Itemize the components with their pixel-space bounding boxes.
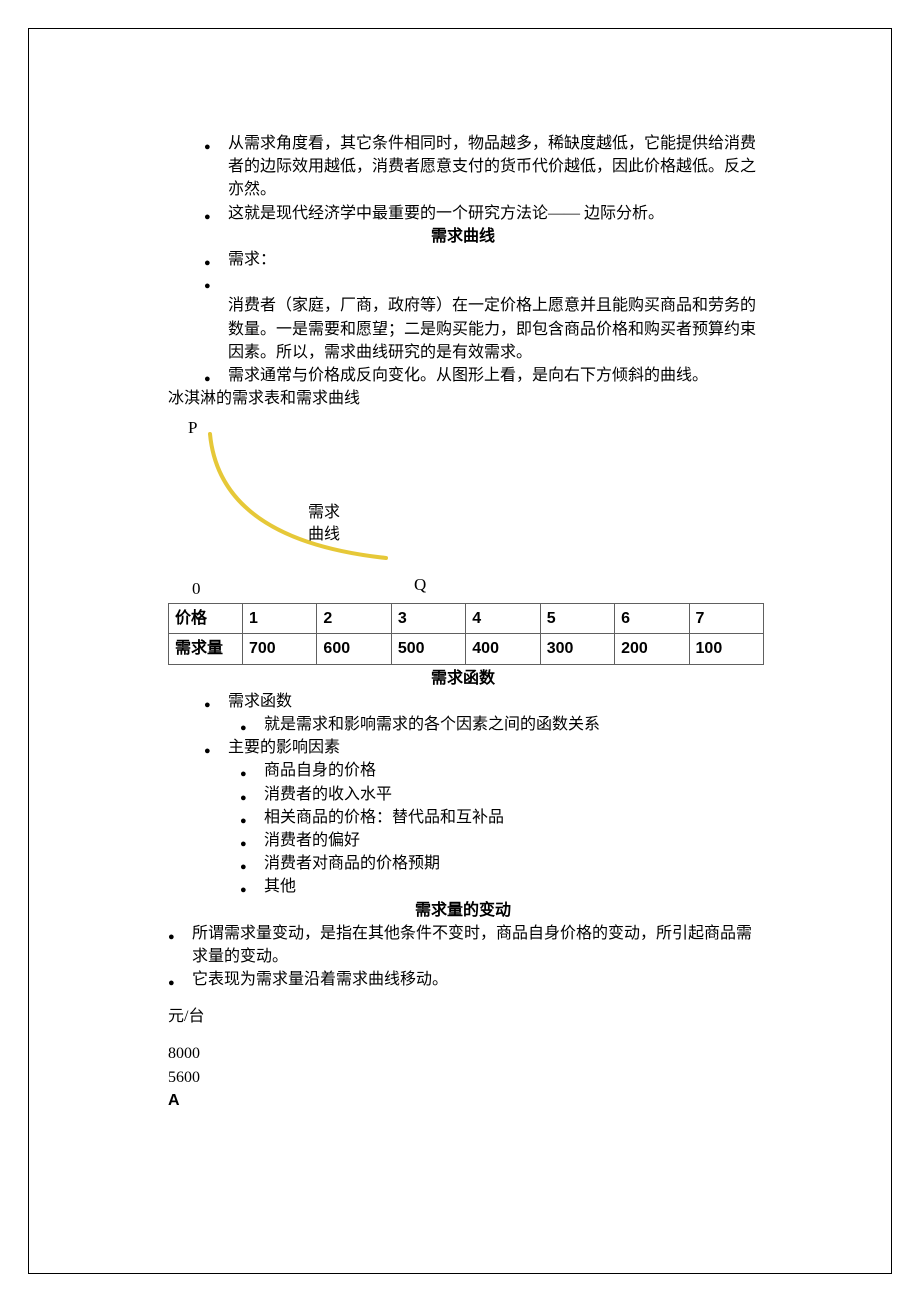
- bullet-dot-icon: [240, 831, 264, 854]
- bullet-text: 消费者对商品的价格预期: [264, 852, 758, 875]
- bullet-text: 其他: [264, 875, 758, 898]
- table-cell: 6: [615, 604, 689, 634]
- bullet-dot-icon: [204, 366, 228, 389]
- section-title-qty-change: 需求量的变动: [168, 899, 758, 922]
- bullet-text: 就是需求和影响需求的各个因素之间的函数关系: [264, 713, 758, 736]
- bullet-item-empty: [204, 271, 758, 294]
- table-cell: 200: [615, 634, 689, 664]
- bullet-item: 从需求角度看，其它条件相同时，物品越多，稀缺度越低，它能提供给消费者的边际效用越…: [204, 132, 758, 202]
- bullet-item: 消费者对商品的价格预期: [240, 852, 758, 875]
- table-cell: 7: [689, 604, 763, 634]
- curve-label-line1: 需求: [308, 504, 340, 521]
- bullet-text: 它表现为需求量沿着需求曲线移动。: [192, 968, 758, 991]
- bullet-item: 主要的影响因素: [204, 736, 758, 759]
- bullet-item: 需求：: [204, 248, 758, 271]
- table-cell: 5: [540, 604, 614, 634]
- table-cell: 2: [317, 604, 391, 634]
- curve-label: 需求 曲线: [308, 502, 340, 545]
- bullet-dot-icon: [240, 854, 264, 877]
- bullet-item: 相关商品的价格：替代品和互补品: [240, 806, 758, 829]
- curve-label-line2: 曲线: [308, 526, 340, 543]
- row-header-qty: 需求量: [169, 634, 243, 664]
- bullet-dot-icon: [240, 761, 264, 784]
- label-a: A: [168, 1089, 758, 1112]
- table-cell: 1: [243, 604, 317, 634]
- value-line: 8000: [168, 1042, 758, 1065]
- bullet-item: 所谓需求量变动，是指在其他条件不变时，商品自身价格的变动，所引起商品需求量的变动…: [168, 922, 758, 968]
- curve-svg: [196, 430, 406, 580]
- bullet-dot-icon: [204, 738, 228, 761]
- table-cell: 500: [391, 634, 465, 664]
- bullet-item: 需求通常与价格成反向变化。从图形上看，是向右下方倾斜的曲线。: [204, 364, 758, 387]
- bullet-text: 所谓需求量变动，是指在其他条件不变时，商品自身价格的变动，所引起商品需求量的变动…: [192, 922, 758, 968]
- table-cell: 4: [466, 604, 540, 634]
- axis-origin: 0: [192, 577, 201, 602]
- bullet-text: 消费者的收入水平: [264, 783, 758, 806]
- unit-label: 元/台: [168, 1005, 758, 1028]
- bullet-text: 主要的影响因素: [228, 736, 758, 759]
- bullet-dot-icon: [240, 715, 264, 738]
- bullet-item: 它表现为需求量沿着需求曲线移动。: [168, 968, 758, 991]
- table-row: 价格 1 2 3 4 5 6 7: [169, 604, 764, 634]
- bullet-item: 消费者的偏好: [240, 829, 758, 852]
- bullet-text: 需求：: [228, 248, 758, 271]
- bullet-item: 这就是现代经济学中最重要的一个研究方法论—— 边际分析。: [204, 202, 758, 225]
- bullet-dot-icon: [240, 785, 264, 808]
- bullet-dot-icon: [168, 924, 192, 947]
- value-line: 5600: [168, 1066, 758, 1089]
- bullet-text: 从需求角度看，其它条件相同时，物品越多，稀缺度越低，它能提供给消费者的边际效用越…: [228, 132, 758, 202]
- table-cell: 700: [243, 634, 317, 664]
- table-cell: 3: [391, 604, 465, 634]
- bullet-text: 消费者的偏好: [264, 829, 758, 852]
- table-row: 需求量 700 600 500 400 300 200 100: [169, 634, 764, 664]
- bullet-item: 商品自身的价格: [240, 759, 758, 782]
- bullet-item: 消费者的收入水平: [240, 783, 758, 806]
- table-cell: 400: [466, 634, 540, 664]
- section-title-demand-curve: 需求曲线: [168, 225, 758, 248]
- bullet-text: 需求通常与价格成反向变化。从图形上看，是向右下方倾斜的曲线。: [228, 364, 758, 387]
- paragraph: 冰淇淋的需求表和需求曲线: [168, 387, 758, 410]
- demand-schedule-table: 价格 1 2 3 4 5 6 7 需求量 700 600 500 400 300…: [168, 603, 764, 664]
- document-content: 从需求角度看，其它条件相同时，物品越多，稀缺度越低，它能提供给消费者的边际效用越…: [168, 132, 758, 1112]
- bullet-dot-icon: [204, 204, 228, 227]
- bullet-dot-icon: [204, 134, 228, 157]
- bullet-dot-icon: [204, 250, 228, 273]
- bullet-text: 相关商品的价格：替代品和互补品: [264, 806, 758, 829]
- bullet-dot-icon: [240, 808, 264, 831]
- bullet-dot-icon: [240, 877, 264, 900]
- table-cell: 300: [540, 634, 614, 664]
- bullet-text: 这就是现代经济学中最重要的一个研究方法论—— 边际分析。: [228, 202, 758, 225]
- bullet-item: 其他: [240, 875, 758, 898]
- section-title-demand-function: 需求函数: [168, 667, 758, 690]
- bullet-dot-icon: [168, 970, 192, 993]
- demand-curve-chart: P 需求 曲线 0 Q: [168, 416, 758, 601]
- bullet-text: 需求函数: [228, 690, 758, 713]
- axis-label-q: Q: [414, 573, 426, 598]
- bullet-item: 需求函数: [204, 690, 758, 713]
- bullet-item: 就是需求和影响需求的各个因素之间的函数关系: [240, 713, 758, 736]
- bullet-dot-icon: [204, 692, 228, 715]
- bullet-dot-icon: [204, 273, 228, 296]
- table-cell: 600: [317, 634, 391, 664]
- bullet-text: 商品自身的价格: [264, 759, 758, 782]
- table-cell: 100: [689, 634, 763, 664]
- paragraph: 消费者（家庭，厂商，政府等）在一定价格上愿意并且能购买商品和劳务的数量。一是需要…: [228, 294, 758, 364]
- row-header-price: 价格: [169, 604, 243, 634]
